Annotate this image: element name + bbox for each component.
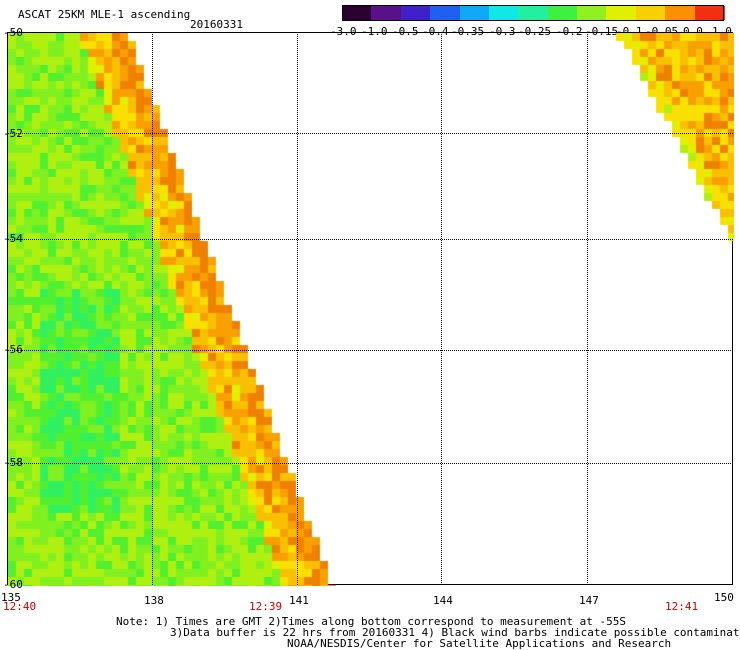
lat-gridline <box>7 350 733 351</box>
wind-swath-data <box>8 33 734 586</box>
lat-gridline <box>7 239 733 240</box>
lat-label: -60 <box>3 578 23 591</box>
colorbar-cell <box>518 6 549 20</box>
time-label: 12:40 <box>3 600 37 613</box>
colorbar-cell <box>400 6 431 20</box>
lat-label: -54 <box>3 232 23 245</box>
product-title: ASCAT 25KM MLE-1 ascending <box>18 8 191 21</box>
colorbar-cell <box>606 6 637 20</box>
product-date: 20160331 <box>190 18 243 31</box>
lat-gridline <box>7 463 733 464</box>
colorbar-cell <box>694 6 725 20</box>
note-line-2: 3)Data buffer is 22 hrs from 20160331 4)… <box>170 626 740 639</box>
colorbar-cell <box>635 6 666 20</box>
time-label: 12:39 <box>249 600 283 613</box>
lon-gridline <box>152 32 153 585</box>
lon-gridline <box>441 32 442 585</box>
lon-label: 135 <box>1 591 21 604</box>
lon-label: 147 <box>579 594 599 607</box>
colorbar-cell <box>547 6 578 20</box>
note-line-3: NOAA/NESDIS/Center for Satellite Applica… <box>287 637 672 650</box>
lon-gridline <box>587 32 588 585</box>
lat-label: -56 <box>3 343 23 356</box>
colorbar-frame <box>342 5 724 21</box>
lon-gridline <box>297 32 298 585</box>
lat-gridline <box>7 133 733 134</box>
map-plot-area <box>7 32 734 586</box>
lat-label: -50 <box>3 26 23 39</box>
lon-label: 138 <box>144 594 164 607</box>
time-label: 12:41 <box>665 600 699 613</box>
colorbar-cell <box>488 6 519 20</box>
note-line-1: Note: 1) Times are GMT 2)Times along bot… <box>116 615 626 628</box>
lon-label: 144 <box>433 594 453 607</box>
colorbar-cell <box>430 6 461 20</box>
lat-label: -52 <box>3 127 23 140</box>
colorbar-cell <box>371 6 402 20</box>
lon-label: 150 <box>714 591 734 604</box>
lat-label: -58 <box>3 456 23 469</box>
colorbar-cell <box>577 6 608 20</box>
colorbar-cell <box>459 6 490 20</box>
lon-label: 141 <box>289 594 309 607</box>
colorbar-cell <box>665 6 696 20</box>
colorbar-cell <box>342 6 372 20</box>
